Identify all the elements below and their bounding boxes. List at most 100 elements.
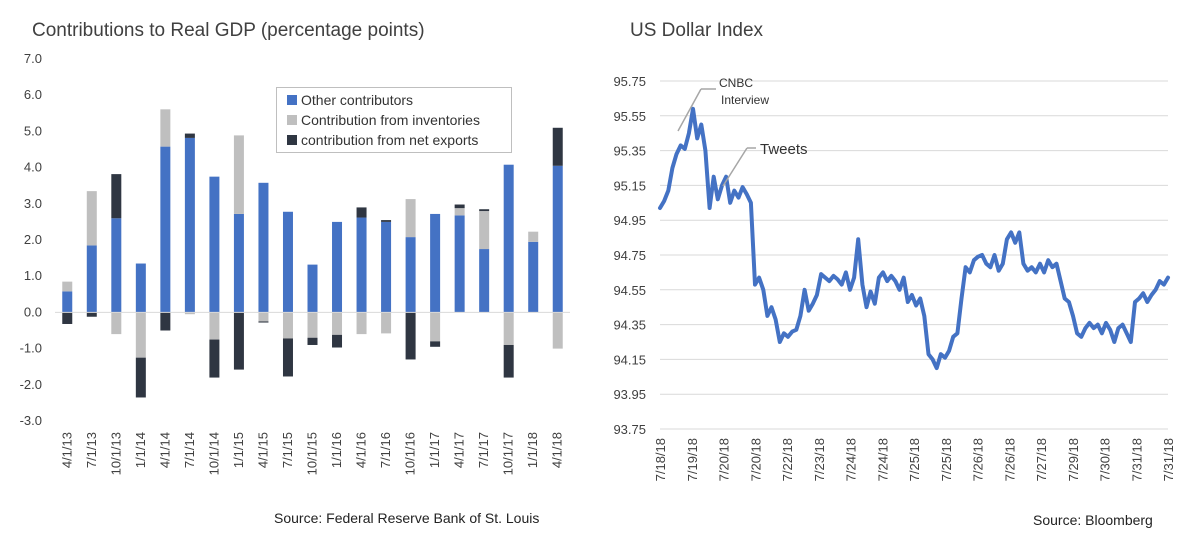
bar-segment [454, 215, 465, 313]
x-tick-label: 4/1/14 [157, 432, 172, 468]
legend-label-other: Other contributors [301, 92, 414, 108]
bar-segment [282, 312, 293, 339]
bar-segment [479, 211, 490, 250]
x-tick-label: 4/1/16 [354, 432, 369, 468]
y-tick-label: 94.75 [613, 248, 646, 263]
bar-segment [479, 209, 490, 212]
x-tick-label: 7/1/16 [378, 432, 393, 468]
x-tick-label: 7/24/18 [875, 438, 890, 481]
dollar-index-panel: US Dollar Index 95.75 95.55 95.35 95.15 94.9… [590, 0, 1185, 546]
x-tick-label: 4/1/15 [255, 432, 270, 468]
y-tick-label: -2.0 [20, 377, 42, 392]
bar-segment [184, 137, 195, 313]
x-tick-label: 10/1/17 [501, 432, 516, 475]
x-tick-label: 1/1/14 [133, 432, 148, 468]
y-tick-label: -1.0 [20, 341, 42, 356]
legend-swatch-inventories [287, 115, 297, 125]
y-tick-label: 2.0 [24, 232, 42, 247]
bar-segment [381, 312, 392, 334]
x-tick-label: 7/22/18 [780, 438, 795, 481]
y-tick-label: 0.0 [24, 304, 42, 319]
bar-segment [454, 208, 465, 216]
bar-segment [86, 312, 97, 317]
x-tick-label: 10/1/16 [403, 432, 418, 475]
bar-segment [356, 217, 367, 313]
bar-segment [111, 218, 122, 313]
bar-segment [282, 338, 293, 377]
bar-segment [454, 204, 465, 209]
y-tick-label: 94.15 [613, 352, 646, 367]
y-tick-label: 94.95 [613, 213, 646, 228]
legend-swatch-other [287, 95, 297, 105]
x-tick-label: 1/1/18 [525, 432, 540, 468]
bar-segment [62, 291, 73, 313]
bar-segment [503, 344, 514, 378]
x-tick-label: 7/25/18 [907, 438, 922, 481]
x-tick-label: 7/18/18 [653, 438, 668, 481]
bar-segment [552, 312, 563, 349]
bar-segment [209, 176, 220, 313]
y-tick-label: 95.15 [613, 178, 646, 193]
bar-segment [430, 312, 441, 342]
bar-segment [86, 245, 97, 313]
legend-label-net-exports: contribution from net exports [301, 132, 479, 148]
bar-segment [209, 339, 220, 378]
bar-segment [160, 312, 171, 331]
interview-annotation-label: Interview [721, 93, 769, 107]
x-tick-label: 4/1/17 [452, 432, 467, 468]
bar-segment [307, 312, 318, 338]
gdp-bar-chart: 7.0 6.0 5.0 4.0 3.0 2.0 1.0 0.0 -1.0 -2.0 -3.0 4/1/… [20, 51, 570, 475]
bar-segment [332, 312, 343, 335]
bar-segment [307, 337, 318, 345]
bar-segment [184, 312, 195, 315]
y-tick-label: 1.0 [24, 268, 42, 283]
x-tick-label: 7/20/18 [748, 438, 763, 481]
x-tick-label: 7/29/18 [1066, 438, 1081, 481]
bar-segment [332, 334, 343, 348]
x-tick-label: 7/1/15 [280, 432, 295, 468]
y-tick-label: -3.0 [20, 413, 42, 428]
x-tick-label: 7/1/13 [84, 432, 99, 468]
gdp-source-note: Source: Federal Reserve Bank of St. Loui… [274, 510, 540, 526]
y-tick-label: 5.0 [24, 123, 42, 138]
bar-segment [405, 312, 416, 360]
x-tick-label: 1/1/16 [329, 432, 344, 468]
gdp-legend: Other contributors Contribution from inv… [276, 87, 512, 153]
bar-segment [135, 263, 146, 313]
x-tick-label: 7/26/18 [971, 438, 986, 481]
y-tick-label: 4.0 [24, 160, 42, 175]
bar-segment [86, 191, 97, 246]
bar-segment [233, 213, 244, 313]
bar-segment [282, 211, 293, 313]
x-tick-label: 7/24/18 [844, 438, 859, 481]
y-tick-label: 95.55 [613, 109, 646, 124]
bar-segment [209, 312, 220, 340]
bar-segment [552, 165, 563, 313]
x-tick-label: 4/1/18 [550, 432, 565, 468]
legend-item-other: Other contributors [287, 91, 413, 109]
tweets-annotation-label: Tweets [760, 141, 808, 158]
tweets-annotation-line [722, 147, 748, 187]
dollar-source-note: Source: Bloomberg [1033, 512, 1153, 528]
bar-segment [62, 281, 73, 292]
bar-segment [479, 249, 490, 313]
bar-segment [160, 109, 171, 147]
legend-label-inventories: Contribution from inventories [301, 112, 480, 128]
dollar-chart-title: US Dollar Index [630, 20, 764, 41]
x-tick-label: 4/1/13 [59, 432, 74, 468]
x-tick-label: 7/19/18 [685, 438, 700, 481]
bar-segment [503, 312, 514, 345]
bar-segment [135, 312, 146, 358]
x-tick-label: 7/26/18 [1002, 438, 1017, 481]
x-tick-label: 7/31/18 [1161, 438, 1176, 481]
x-tick-label: 10/1/13 [108, 432, 123, 475]
x-tick-label: 7/20/18 [717, 438, 732, 481]
x-tick-label: 7/1/14 [182, 432, 197, 468]
bar-segment [528, 231, 539, 242]
bar-segment [552, 127, 563, 166]
dollar-index-line [658, 106, 1170, 371]
x-tick-label: 7/27/18 [1034, 438, 1049, 481]
x-tick-label: 1/1/15 [231, 432, 246, 468]
bar-segment [233, 312, 244, 370]
y-tick-label: 95.75 [613, 74, 646, 89]
